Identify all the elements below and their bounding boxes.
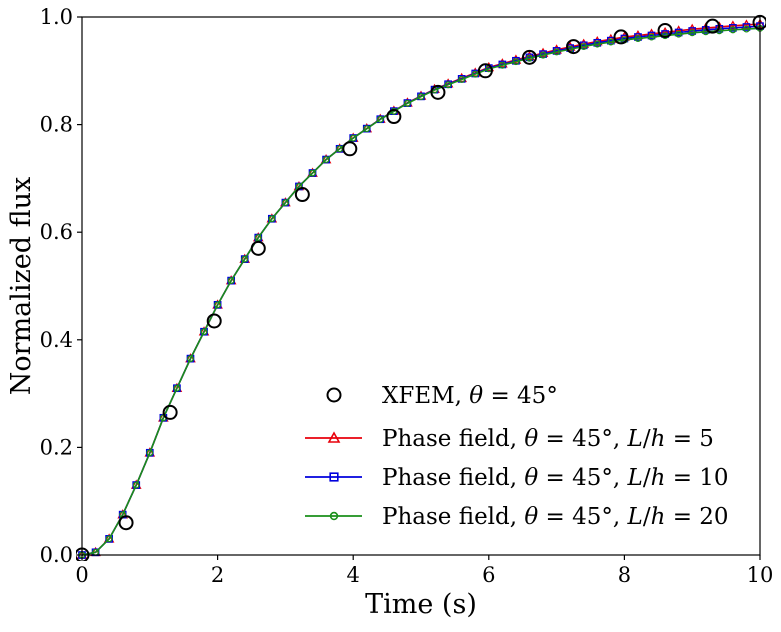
x-tick-label: 4 bbox=[347, 563, 360, 587]
circle-marker bbox=[553, 48, 561, 56]
x-axis-label: Time (s) bbox=[365, 589, 477, 620]
y-tick-label: 0.8 bbox=[40, 113, 73, 137]
legend-label: Phase field, θ = 45°, L/h = 10 bbox=[382, 465, 729, 491]
legend-triangle-icon bbox=[327, 431, 341, 443]
legend: XFEM, θ = 45° Phase field, θ = 45°, L/h =… bbox=[305, 383, 729, 530]
circle-marker bbox=[227, 277, 235, 285]
circle-marker bbox=[403, 99, 411, 107]
circle-marker bbox=[281, 199, 289, 207]
legend-circle-icon bbox=[326, 387, 342, 403]
triangle-marker bbox=[727, 20, 739, 30]
circle-marker bbox=[105, 535, 113, 543]
circle-marker bbox=[254, 234, 262, 242]
legend-item: Phase field, θ = 45°, L/h = 5 bbox=[305, 426, 714, 452]
x-tick-label: 10 bbox=[747, 563, 774, 587]
circle-marker bbox=[607, 38, 615, 46]
x-tick-label: 0 bbox=[75, 563, 88, 587]
axes-layer: 0 2 4 6 8 10 0.0 0.2 0.4 0.6 0.8 1.0 Time (s) Normali… bbox=[6, 5, 773, 620]
xfem-point bbox=[613, 29, 629, 45]
square-marker bbox=[647, 31, 656, 40]
series-layer bbox=[76, 14, 766, 561]
x-tick-label: 8 bbox=[618, 563, 631, 587]
y-tick-label: 1.0 bbox=[40, 5, 73, 29]
xfem-point bbox=[705, 18, 721, 34]
circle-marker bbox=[688, 29, 696, 37]
legend-square-icon bbox=[329, 472, 339, 482]
series-line bbox=[81, 27, 761, 556]
circle-marker bbox=[146, 449, 154, 457]
square-marker bbox=[729, 24, 737, 32]
circle-marker bbox=[526, 54, 533, 62]
circle-marker bbox=[322, 156, 330, 164]
circle-marker bbox=[458, 75, 466, 83]
circle-marker bbox=[173, 384, 181, 392]
xfem-point bbox=[566, 39, 582, 55]
circle-marker bbox=[241, 255, 249, 263]
legend-label: Phase field, θ = 45°, L/h = 5 bbox=[382, 426, 714, 452]
circle-marker bbox=[498, 61, 506, 69]
xfem-point bbox=[342, 141, 358, 157]
xfem-point bbox=[250, 240, 266, 256]
square-marker bbox=[634, 33, 642, 41]
xfem-point bbox=[206, 313, 222, 329]
legend-small-circle-icon bbox=[329, 511, 339, 521]
circle-marker bbox=[512, 58, 520, 66]
legend-label: XFEM, θ = 45° bbox=[382, 383, 558, 409]
circle-marker bbox=[309, 169, 316, 177]
circle-marker bbox=[471, 70, 479, 78]
legend-item: Phase field, θ = 45°, L/h = 10 bbox=[305, 465, 729, 491]
circle-marker bbox=[742, 25, 750, 33]
circle-marker bbox=[634, 35, 642, 42]
y-axis-label: Normalized flux bbox=[6, 177, 37, 395]
legend-item: XFEM, θ = 45° bbox=[326, 383, 558, 409]
y-tick-label: 0.4 bbox=[40, 328, 73, 352]
xfem-point bbox=[477, 63, 493, 79]
y-tick-label: 0.0 bbox=[40, 543, 73, 567]
xfem-point bbox=[521, 49, 537, 65]
circle-marker bbox=[648, 33, 655, 41]
triangle-marker bbox=[564, 41, 576, 51]
xfem-point bbox=[657, 22, 673, 38]
x-tick-label: 6 bbox=[482, 563, 495, 587]
circle-marker bbox=[593, 40, 601, 48]
circle-marker bbox=[200, 328, 208, 336]
circle-marker bbox=[729, 26, 737, 34]
circle-marker bbox=[187, 355, 194, 363]
legend-item: Phase field, θ = 45°, L/h = 20 bbox=[305, 504, 729, 530]
square-marker bbox=[688, 27, 697, 35]
circle-marker bbox=[376, 115, 384, 123]
y-tick-label: 0.6 bbox=[40, 220, 73, 244]
xfem-point bbox=[118, 515, 134, 531]
circle-marker bbox=[268, 215, 276, 223]
circle-marker bbox=[417, 93, 425, 101]
circle-marker bbox=[675, 30, 683, 38]
circle-marker bbox=[539, 51, 547, 59]
plot-frame bbox=[81, 16, 761, 556]
square-marker bbox=[606, 36, 615, 45]
circle-marker bbox=[349, 134, 357, 142]
square-marker bbox=[674, 28, 683, 37]
xfem-point bbox=[386, 109, 402, 125]
xfem-point bbox=[294, 187, 310, 203]
legend-label: Phase field, θ = 45°, L/h = 20 bbox=[382, 504, 729, 530]
circle-marker bbox=[132, 481, 140, 489]
xfem-point bbox=[162, 404, 178, 420]
square-marker bbox=[742, 23, 751, 31]
x-tick-label: 2 bbox=[211, 563, 224, 587]
y-tick-label: 0.2 bbox=[40, 435, 73, 459]
circle-marker bbox=[444, 81, 452, 89]
circle-marker bbox=[363, 125, 371, 133]
circle-marker bbox=[214, 301, 222, 309]
xfem-point bbox=[430, 84, 446, 100]
